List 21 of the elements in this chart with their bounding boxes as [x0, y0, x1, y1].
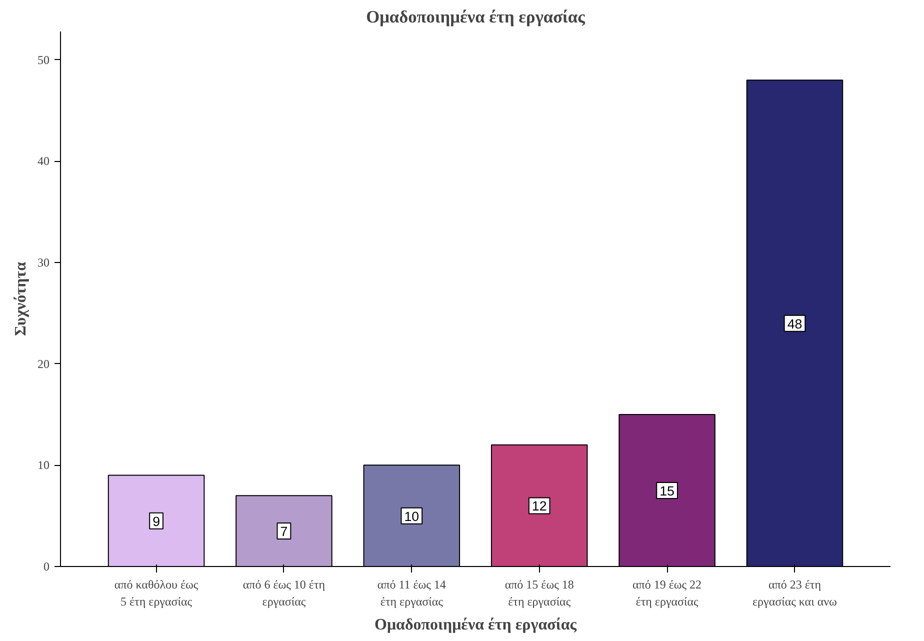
y-tick-label: 50 [38, 52, 50, 67]
x-tick-label: από 19 έως 22 έτη εργασίας [632, 578, 702, 608]
y-tick-label: 40 [38, 154, 50, 168]
chart-title: Ομαδοποιημένα έτη εργασίας [366, 8, 586, 26]
y-tick-label: 10 [38, 458, 50, 472]
data-label: 10 [404, 508, 420, 524]
data-label: 12 [532, 498, 547, 514]
y-tick-label: 0 [44, 560, 50, 574]
data-label: 15 [660, 484, 674, 499]
x-tick-label: από 11 έως 14 έτη εργασίας [377, 578, 446, 608]
y-tick-label: 20 [38, 356, 50, 371]
x-tick-label: από 15 έως 18 έτη εργασίας [504, 578, 574, 608]
data-label: 48 [787, 316, 802, 332]
data-label: 7 [280, 524, 288, 540]
x-tick-label: από 6 έως 10 έτη εργασίας [242, 578, 326, 608]
x-tick-label: από καθόλου έως 5 έτη εργασίας [114, 578, 198, 608]
data-label: 9 [152, 514, 160, 529]
y-tick-label: 30 [38, 256, 50, 270]
x-axis-title: Ομαδοποιημένα έτη εργασίας [374, 616, 577, 634]
x-tick-label: από 23 έτη εργασίας και ανω [752, 578, 838, 608]
y-axis-title: Συχνότητα [12, 262, 30, 336]
